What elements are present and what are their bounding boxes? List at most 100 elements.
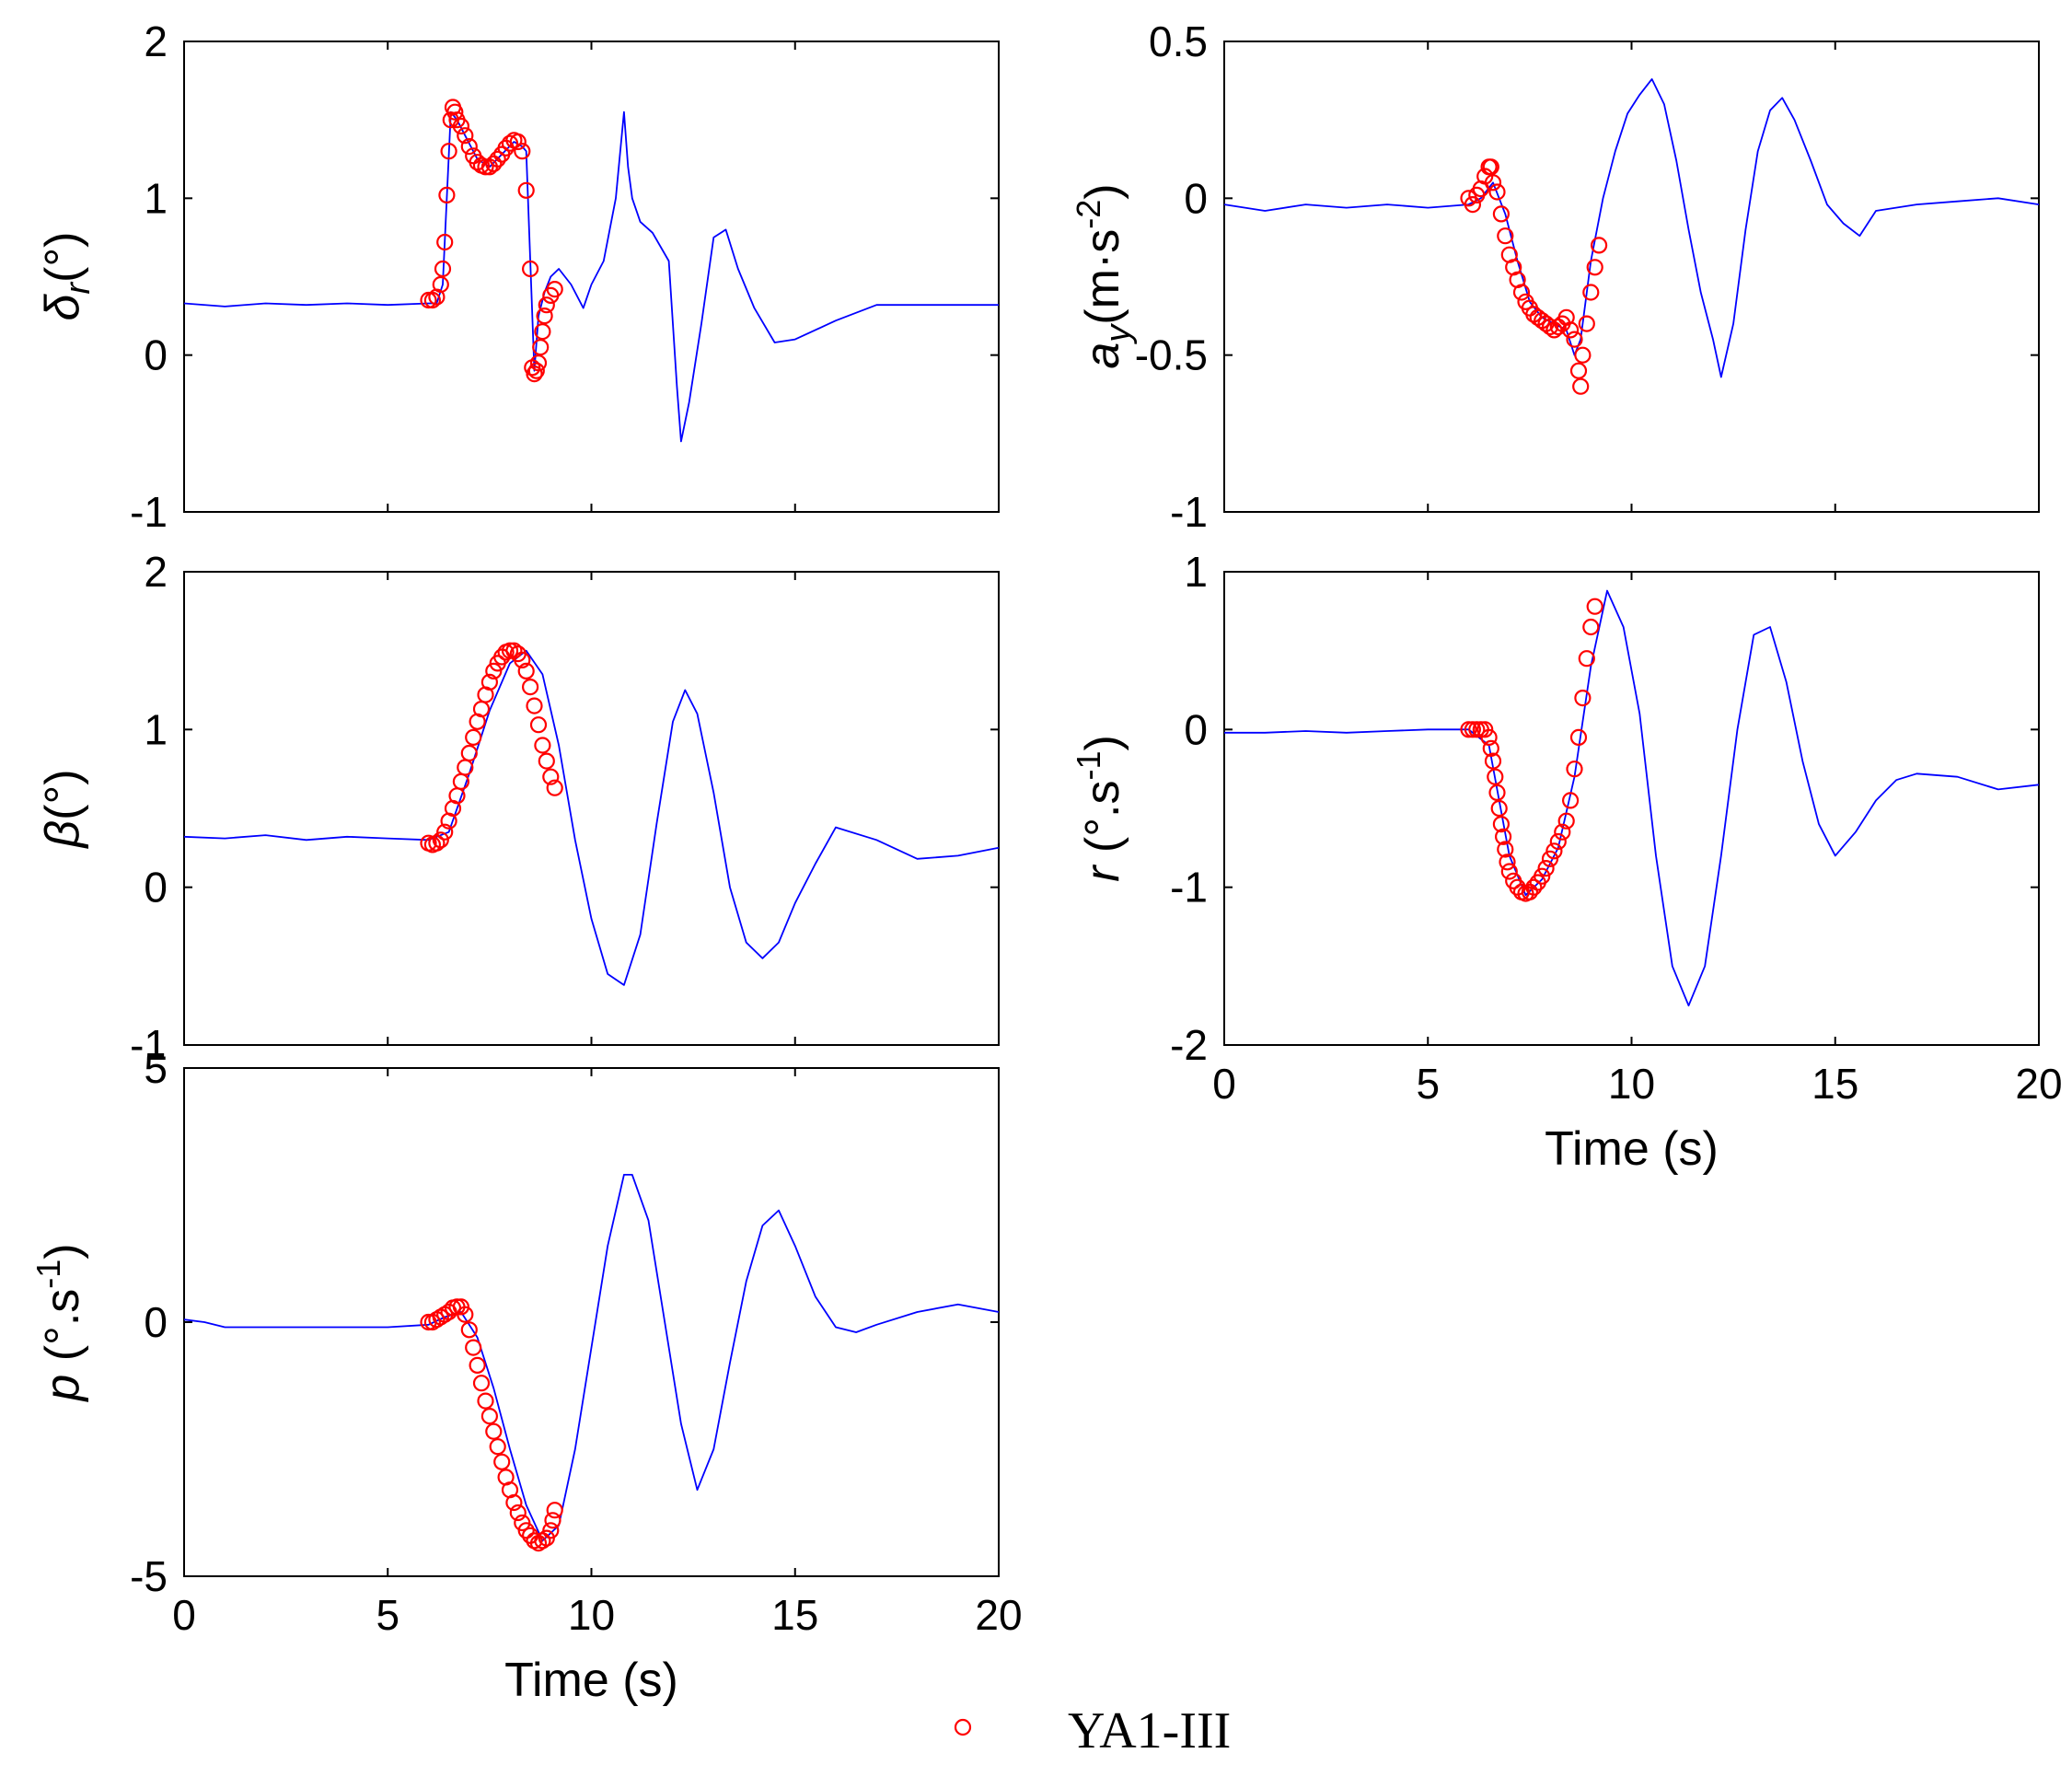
y-axis-label: ay(m·s-2) [1070,183,1138,368]
flight-data-point [1484,752,1502,770]
flight-data-point [420,291,437,309]
flight-data-point [1578,315,1595,332]
y-axis-label: p (°.s-1) [29,1243,89,1402]
flight-data-point [546,1502,563,1519]
x-tick-label: 10 [568,1591,615,1639]
x-tick-label: 15 [1812,1060,1858,1108]
flight-data-point [534,737,551,754]
plot-frame [1223,571,2040,1046]
flight-data-point [1525,878,1543,896]
flight-data-point [1492,205,1511,223]
flight-data-point [546,779,563,796]
flight-data-point [526,697,543,714]
y-label-unit: (°) [36,769,89,819]
flight-data-point [1487,768,1504,785]
x-tick-label: 15 [771,1591,818,1639]
flight-data-point [1574,689,1592,707]
y-tick-label: 0 [1184,174,1208,222]
x-tick-label: 0 [1212,1060,1236,1108]
flight-data-point [514,651,531,669]
flight-data-point [514,143,531,160]
flight-data-point [452,117,469,135]
flight-data-point [1557,812,1575,830]
model-series-line [1224,589,2040,1007]
flight-data-point [432,275,449,294]
flight-data-point [477,1392,494,1410]
y-label-symbol: p [36,1375,89,1403]
y-label-symbol: δ [36,294,89,321]
y-tick-label: -1 [1170,864,1208,912]
y-label-symbol: β [36,820,89,850]
y-label-subscript: r [59,282,98,295]
flight-data-point [1554,823,1571,841]
flight-data-point [1566,761,1583,778]
flight-data-point [538,752,555,770]
flight-data-point [423,291,441,309]
y-tick-label: 2 [144,17,168,65]
x-tick-label: 20 [975,1591,1022,1639]
flight-data-point [446,103,464,121]
flight-data-point [509,133,527,151]
flight-data-point [1484,174,1502,192]
x-tick-label: 0 [172,1591,196,1639]
flight-data-point [1574,346,1592,364]
model-series-line [183,110,999,443]
plot-frame [1223,41,2040,513]
model-series-line [183,1174,1000,1542]
model-series-line [1223,78,2040,378]
flight-data-point [480,673,499,691]
flight-data-point [1490,799,1508,818]
y-label-symbol: a [1076,343,1129,369]
flight-data-point [436,823,454,841]
flight-data-point [538,296,555,314]
y-tick-label: -2 [1170,1021,1208,1069]
flight-data-point [517,181,535,199]
flight-data-point [457,127,474,145]
flight-data-point [534,323,551,341]
flight-data-point [460,138,478,156]
flight-data-point [489,1438,506,1456]
y-label-symbol: r [1076,864,1129,882]
y-label-close: ) [1076,183,1129,199]
x-tick-label: 20 [2015,1060,2062,1108]
flight-data-point [465,1339,482,1356]
flight-data-point [436,233,454,251]
flight-data-point [428,834,446,852]
flight-data-point [542,1522,560,1539]
y-tick-label: 0.5 [1149,17,1208,65]
flight-data-point [1482,739,1499,758]
y-tick-label: 5 [144,1044,168,1092]
flight-data-point [480,1407,499,1425]
flight-data-point [1464,721,1482,738]
flight-data-point [505,642,523,659]
flight-data-point [544,1512,561,1529]
flight-data-point [1492,815,1511,833]
flight-data-point [505,1493,523,1512]
flight-data-point [457,759,474,776]
flight-data-point [460,744,478,762]
flight-data-point [1545,842,1563,860]
flight-data-point [438,186,456,203]
flight-data-point [1549,832,1567,851]
flight-data-point [1488,784,1506,802]
flight-data-point [434,260,452,278]
y-label-superscript: -2 [1070,200,1107,229]
flight-data-point [1586,259,1603,276]
flight-data-point [489,150,506,168]
flight-data-point [1572,377,1590,395]
x-axis-label: Time (s) [504,1654,678,1707]
y-axis-label: β(°) [36,769,89,849]
flight-data-point [529,354,548,372]
flight-data-point [501,642,519,659]
legend: YA1-III [954,1702,1231,1759]
flight-data-point [1464,196,1482,214]
y-label-subscript: y [1099,323,1138,345]
x-tick-label: 10 [1608,1060,1655,1108]
y-label-close: ) [36,1243,89,1259]
flight-data-point [526,366,543,383]
flight-data-point [542,768,560,785]
y-tick-label: -1 [1170,488,1208,536]
flight-data-point [529,716,548,734]
